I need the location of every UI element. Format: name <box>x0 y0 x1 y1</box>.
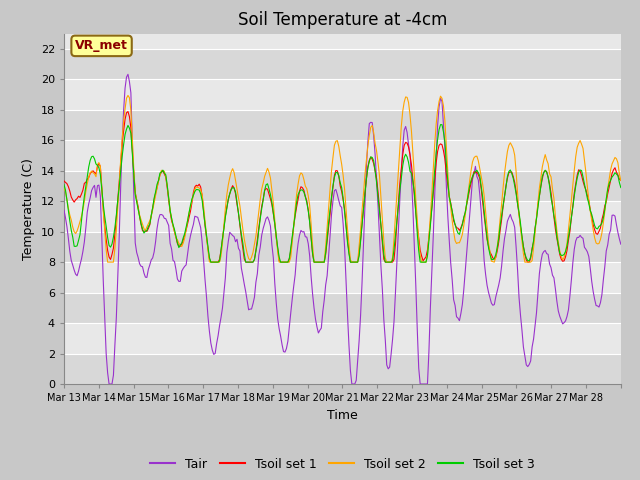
Text: VR_met: VR_met <box>75 39 128 52</box>
Bar <box>64 49 621 79</box>
Bar <box>64 293 621 323</box>
Bar <box>64 354 621 384</box>
Bar <box>64 232 621 262</box>
Y-axis label: Temperature (C): Temperature (C) <box>22 158 35 260</box>
Title: Soil Temperature at -4cm: Soil Temperature at -4cm <box>237 11 447 29</box>
Legend: Tair, Tsoil set 1, Tsoil set 2, Tsoil set 3: Tair, Tsoil set 1, Tsoil set 2, Tsoil se… <box>145 453 540 476</box>
Bar <box>64 110 621 140</box>
X-axis label: Time: Time <box>327 408 358 421</box>
Bar <box>64 171 621 201</box>
